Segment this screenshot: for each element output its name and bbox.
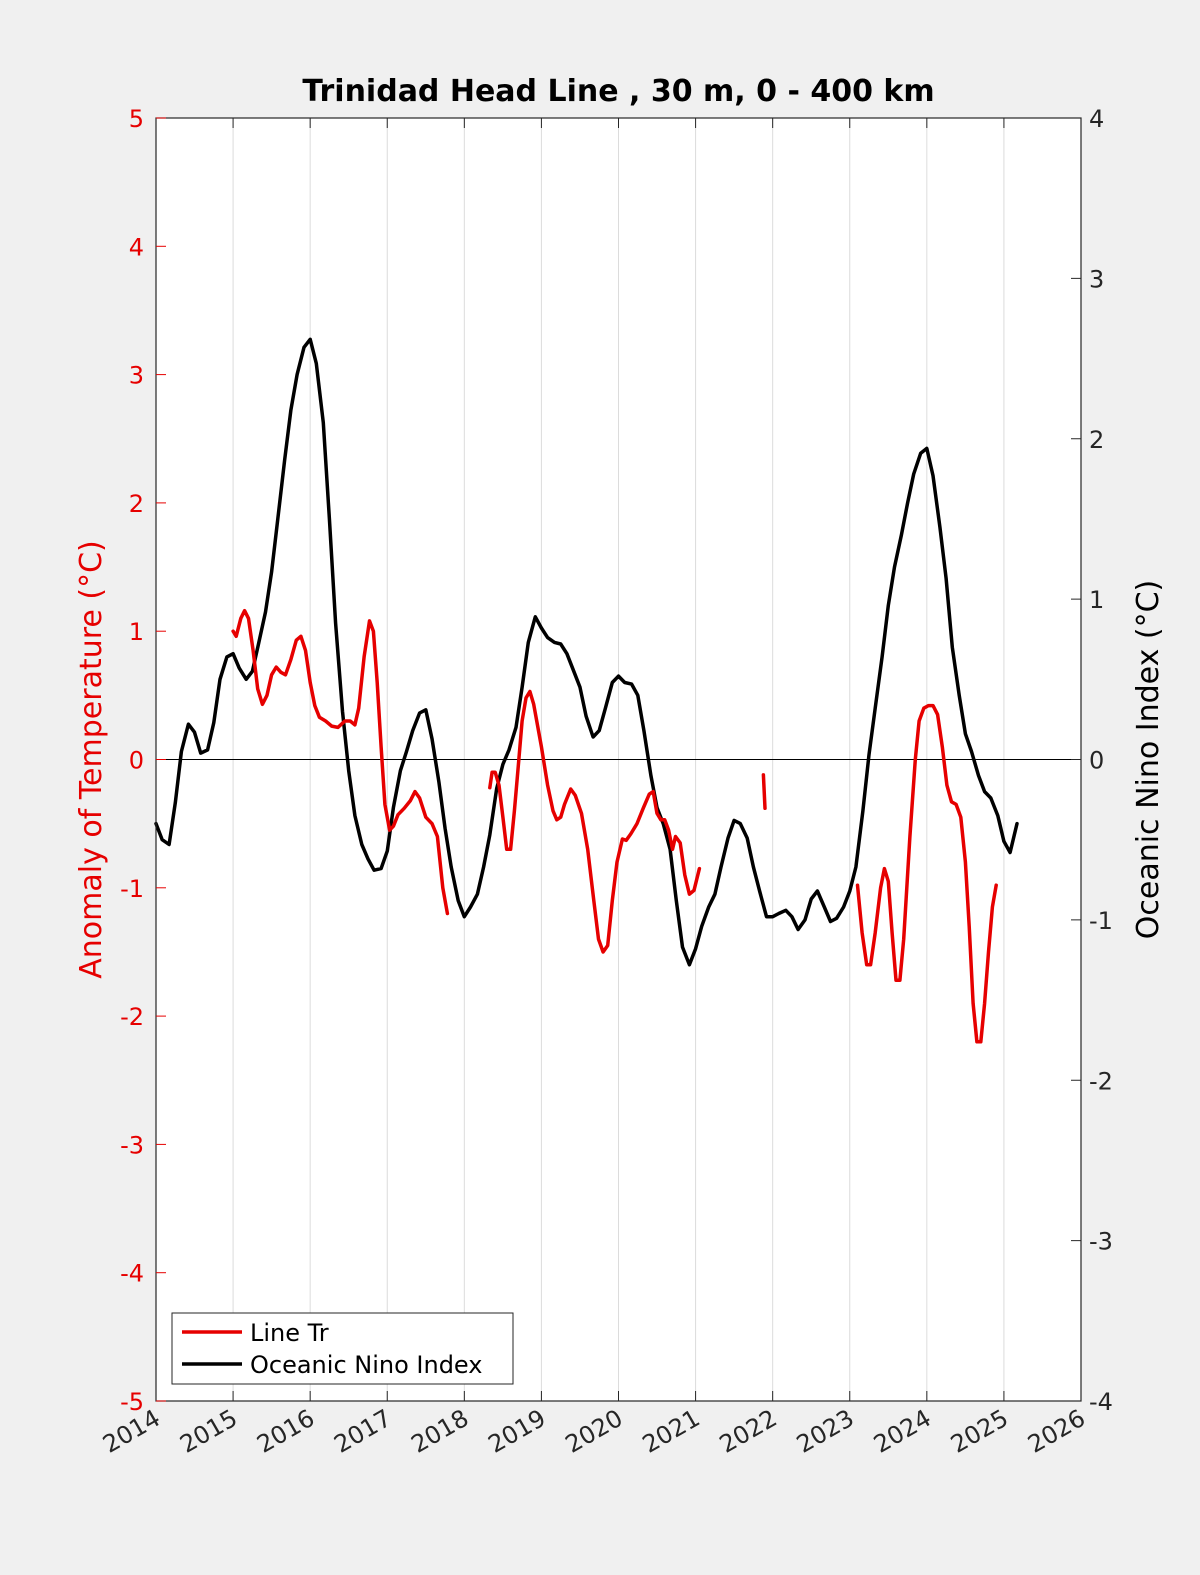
y-tick-label--5: -5 <box>120 1388 144 1416</box>
y-tick-label--1: -1 <box>120 875 144 903</box>
y2-tick-label--4: -4 <box>1089 1388 1113 1416</box>
x-tick-label-2024: 2024 <box>869 1404 936 1459</box>
x-tick-label-2026: 2026 <box>1023 1404 1090 1459</box>
x-tick-label-2015: 2015 <box>175 1404 242 1459</box>
y-tick-label--3: -3 <box>120 1131 144 1159</box>
y-tick-label-2: 2 <box>129 490 144 518</box>
y2-tick-label-3: 3 <box>1089 265 1104 293</box>
x-tick-label-2021: 2021 <box>638 1404 705 1459</box>
x-tick-label-2018: 2018 <box>406 1404 473 1459</box>
legend: Line Tr Oceanic Nino Index <box>171 1312 514 1385</box>
legend-label-line-tr: Line Tr <box>250 1319 329 1347</box>
y-tick-label-4: 4 <box>129 233 144 261</box>
legend-box <box>171 1312 514 1385</box>
oni-series-segment-0 <box>154 337 1019 967</box>
y-axis-left-title: Anomaly of Temperature (°C) <box>74 540 109 979</box>
y2-tick-label--1: -1 <box>1089 907 1113 935</box>
y-tick-label--4: -4 <box>120 1260 144 1288</box>
x-tick-label-2019: 2019 <box>484 1404 551 1459</box>
y-tick-label-3: 3 <box>129 362 144 390</box>
legend-label-oni: Oceanic Nino Index <box>250 1351 482 1379</box>
x-tick-label-2020: 2020 <box>561 1404 628 1459</box>
x-tick-label-2022: 2022 <box>715 1404 782 1459</box>
x-tick-label-2017: 2017 <box>329 1404 396 1459</box>
y2-tick-label-4: 4 <box>1089 105 1104 133</box>
series-layer <box>154 337 1019 1044</box>
y2-tick-label-2: 2 <box>1089 426 1104 454</box>
y-axis-right-title: Oceanic Nino Index (°C) <box>1131 580 1166 940</box>
y2-tick-label--3: -3 <box>1089 1228 1113 1256</box>
line-tr-series-segment-2 <box>761 773 767 811</box>
x-tick-label-2025: 2025 <box>946 1404 1013 1459</box>
x-tick-label-2016: 2016 <box>252 1404 319 1459</box>
line-tr-series-segment-1 <box>488 689 702 954</box>
chart-title: Trinidad Head Line , 30 m, 0 - 400 km <box>302 74 934 109</box>
y-tick-label-5: 5 <box>129 105 144 133</box>
y-tick-label--2: -2 <box>120 1003 144 1031</box>
x-tick-label-2023: 2023 <box>792 1404 859 1459</box>
y-tick-label-0: 0 <box>129 747 144 775</box>
y2-tick-label--2: -2 <box>1089 1067 1113 1095</box>
y-tick-label-1: 1 <box>129 618 144 646</box>
y2-tick-label-1: 1 <box>1089 586 1104 614</box>
y2-tick-label-0: 0 <box>1089 747 1104 775</box>
line-tr-series-segment-3 <box>855 703 998 1044</box>
line-tr-series-segment-0 <box>231 608 450 916</box>
